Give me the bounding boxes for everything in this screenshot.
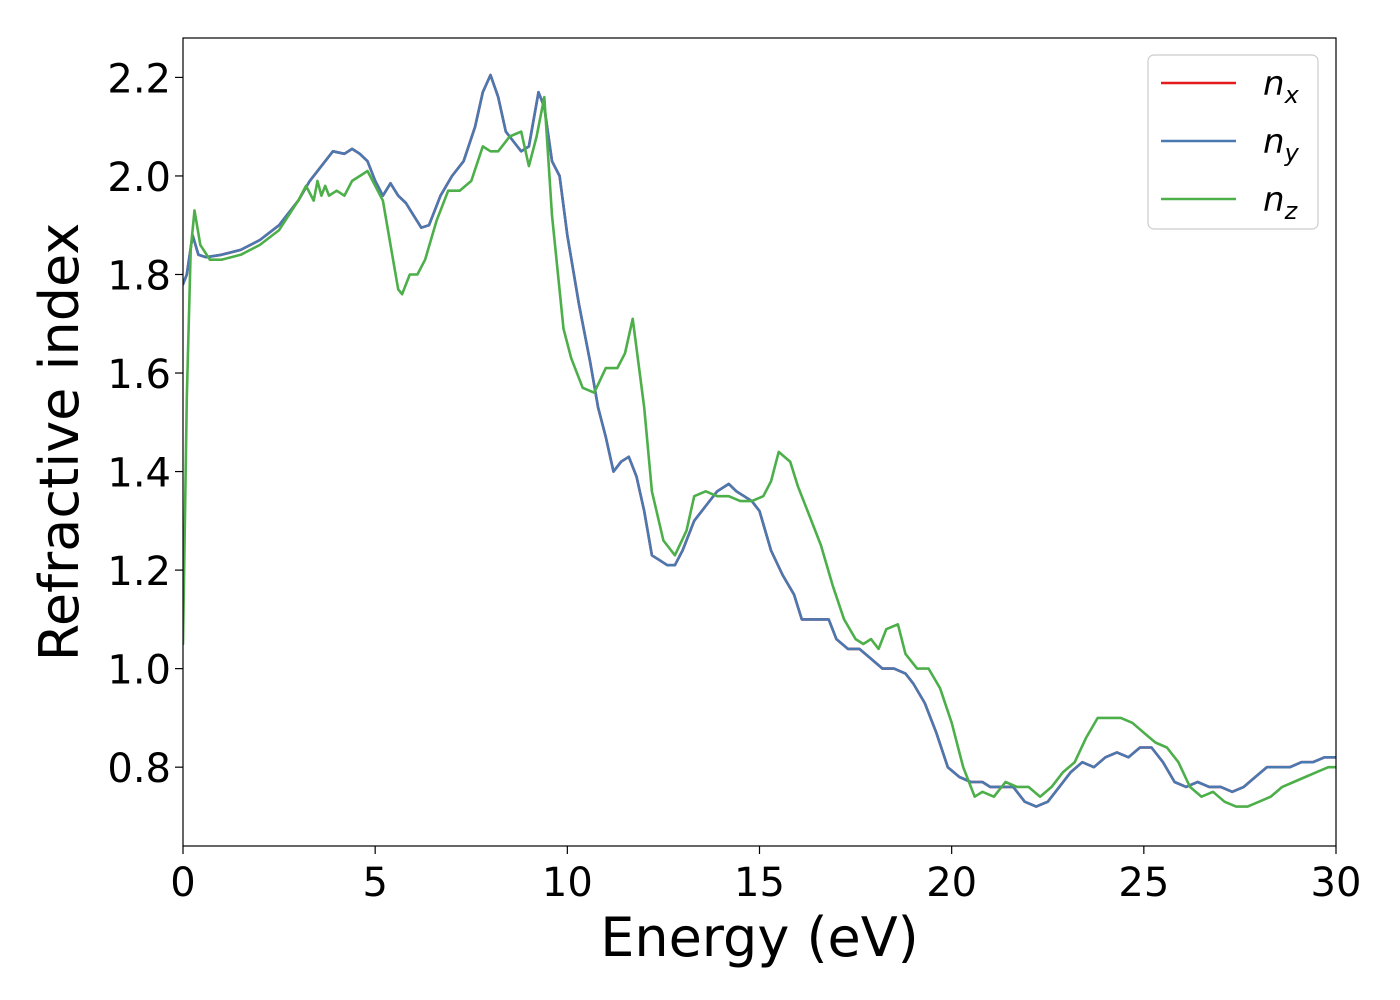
legend-label-y: ny [1263, 122, 1300, 167]
series-line-ny [183, 73, 1336, 808]
y-tick-label: 1.2 [107, 549, 171, 595]
y-tick-label: 2.0 [107, 155, 171, 201]
series-line-nz [183, 95, 1336, 808]
x-axis-title: Energy (eV) [600, 906, 919, 969]
y-axis: 0.8 1.0 1.2 1.4 1.6 1.8 2.0 2.2 [107, 56, 183, 792]
y-tick-label: 1.0 [107, 648, 171, 694]
legend-label-x: nx [1263, 64, 1300, 109]
series-layer [183, 73, 1336, 808]
y-tick-label: 2.2 [107, 56, 171, 102]
x-tick-label: 30 [1311, 860, 1362, 906]
y-axis-title: Refractive index [28, 223, 91, 662]
x-tick-label: 15 [734, 860, 785, 906]
y-tick-label: 0.8 [107, 746, 171, 792]
x-axis: 0 5 10 15 20 25 30 [170, 846, 1361, 906]
x-tick-label: 5 [362, 860, 387, 906]
x-tick-label: 25 [1118, 860, 1169, 906]
y-tick-label: 1.4 [107, 451, 171, 497]
y-tick-label: 1.6 [107, 352, 171, 398]
y-tick-label: 1.8 [107, 253, 171, 299]
legend: nx ny nz [1147, 54, 1319, 230]
x-tick-label: 20 [926, 860, 977, 906]
legend-label-z: nz [1263, 180, 1299, 225]
x-tick-label: 0 [170, 860, 195, 906]
x-tick-label: 10 [542, 860, 593, 906]
